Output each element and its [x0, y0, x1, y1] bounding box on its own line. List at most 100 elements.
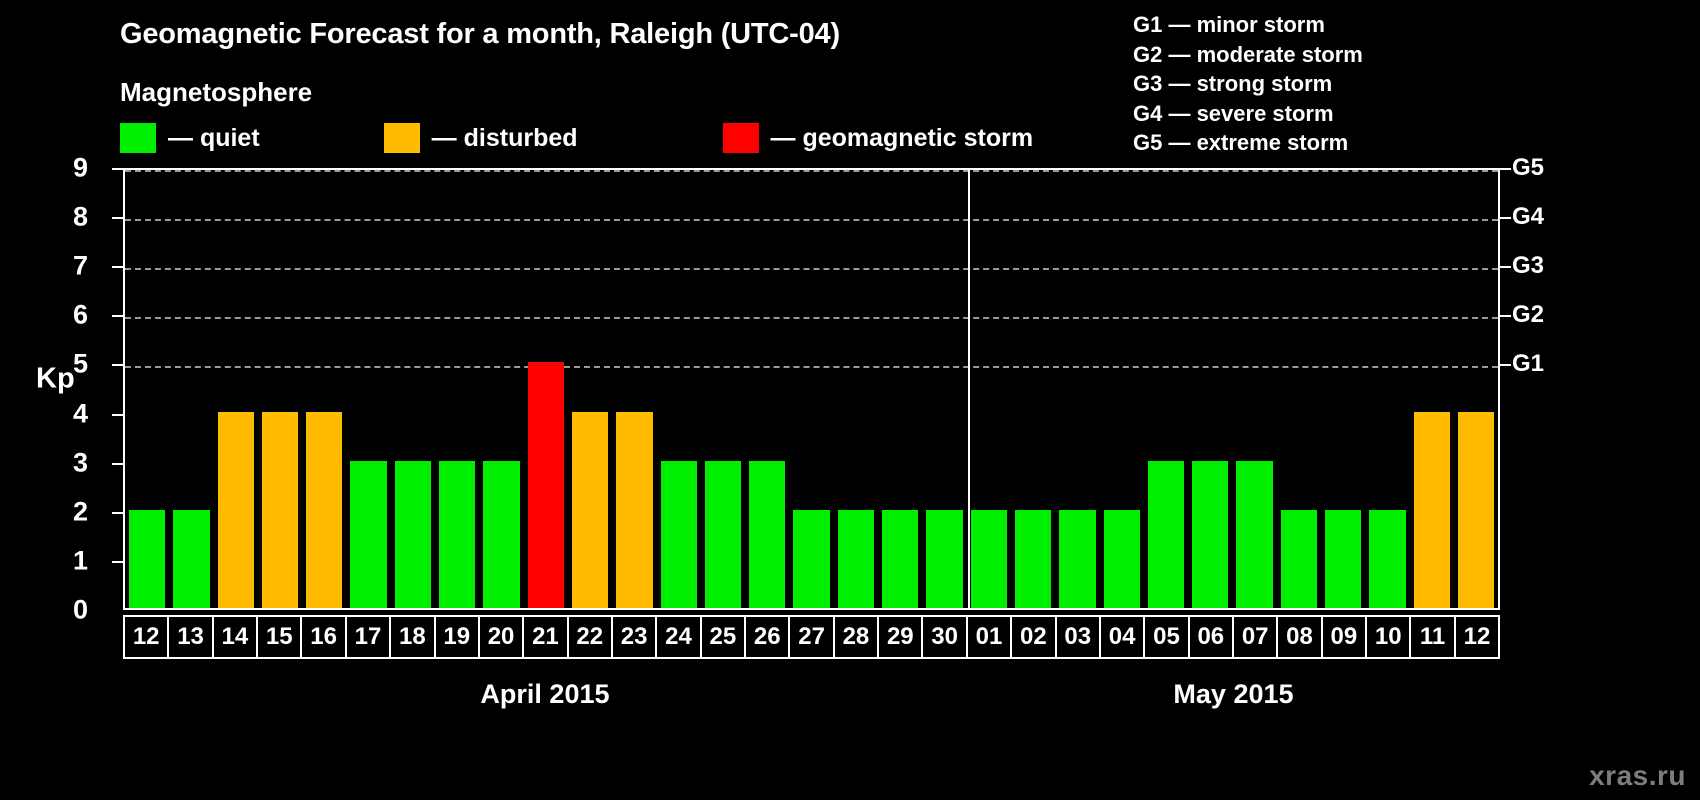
- kp-bar[interactable]: [616, 411, 653, 608]
- kp-bar[interactable]: [882, 509, 919, 608]
- bar-cell[interactable]: [1321, 170, 1365, 608]
- date-label[interactable]: 02: [1010, 615, 1057, 659]
- kp-bar[interactable]: [1457, 411, 1495, 608]
- date-label[interactable]: 06: [1187, 615, 1234, 659]
- date-label[interactable]: 12: [123, 615, 170, 659]
- bar-cell[interactable]: [657, 170, 701, 608]
- bar-cell[interactable]: [612, 170, 656, 608]
- date-label[interactable]: 28: [832, 615, 880, 659]
- date-label[interactable]: 25: [699, 615, 747, 659]
- bar-cell[interactable]: [1055, 170, 1099, 608]
- kp-bar[interactable]: [1103, 509, 1140, 608]
- kp-bar[interactable]: [1192, 460, 1229, 608]
- kp-bar[interactable]: [837, 509, 875, 608]
- gridline: [125, 219, 1498, 222]
- bar-cell[interactable]: [524, 170, 568, 608]
- bar-cell[interactable]: [701, 170, 745, 608]
- kp-bar[interactable]: [660, 460, 697, 608]
- bar-cell[interactable]: [435, 170, 479, 608]
- bar-cell[interactable]: [878, 170, 922, 608]
- g-scale-legend: G1 — minor storm G2 — moderate storm G3 — …: [1133, 10, 1363, 158]
- date-label[interactable]: 19: [433, 615, 480, 659]
- kp-bar[interactable]: [1059, 509, 1096, 608]
- date-label[interactable]: 04: [1098, 615, 1146, 659]
- date-label[interactable]: 12: [1453, 615, 1501, 659]
- date-label[interactable]: 16: [300, 615, 347, 659]
- g-tick-mark: [1500, 168, 1511, 170]
- date-label[interactable]: 05: [1143, 615, 1190, 659]
- kp-bar[interactable]: [173, 509, 210, 608]
- kp-bar[interactable]: [527, 362, 564, 608]
- bar-cell[interactable]: [789, 170, 833, 608]
- bar-cell[interactable]: [302, 170, 346, 608]
- date-label[interactable]: 21: [522, 615, 569, 659]
- date-label[interactable]: 23: [610, 615, 658, 659]
- bar-cell[interactable]: [479, 170, 523, 608]
- date-label[interactable]: 20: [477, 615, 525, 659]
- bar-cell[interactable]: [125, 170, 169, 608]
- kp-bar[interactable]: [261, 411, 299, 608]
- kp-bar[interactable]: [217, 411, 254, 608]
- y-tick-label: 7: [72, 250, 88, 281]
- kp-bar[interactable]: [970, 509, 1007, 608]
- date-label[interactable]: 09: [1320, 615, 1368, 659]
- date-label[interactable]: 08: [1276, 615, 1323, 659]
- date-label[interactable]: 17: [344, 615, 392, 659]
- bar-cell[interactable]: [1277, 170, 1321, 608]
- bar-cell[interactable]: [834, 170, 878, 608]
- g-scale-entry: G1 — minor storm: [1133, 12, 1325, 37]
- date-label[interactable]: 24: [655, 615, 702, 659]
- kp-bar[interactable]: [1236, 460, 1273, 608]
- kp-bar[interactable]: [306, 411, 343, 608]
- kp-bar[interactable]: [926, 509, 963, 608]
- bar-cell[interactable]: [1011, 170, 1055, 608]
- date-label[interactable]: 07: [1231, 615, 1279, 659]
- date-label[interactable]: 29: [877, 615, 924, 659]
- bar-cell[interactable]: [391, 170, 435, 608]
- bar-cell[interactable]: [745, 170, 789, 608]
- bar-cell[interactable]: [1232, 170, 1276, 608]
- bar-cell[interactable]: [967, 170, 1011, 608]
- bar-cell[interactable]: [1454, 170, 1498, 608]
- kp-bar[interactable]: [394, 460, 432, 608]
- kp-bar[interactable]: [571, 411, 609, 608]
- bar-cell[interactable]: [568, 170, 612, 608]
- date-label[interactable]: 10: [1365, 615, 1412, 659]
- bar-cell[interactable]: [169, 170, 213, 608]
- bar-cell[interactable]: [1144, 170, 1188, 608]
- kp-bar[interactable]: [1413, 411, 1450, 608]
- bar-cell[interactable]: [922, 170, 966, 608]
- date-label[interactable]: 18: [389, 615, 436, 659]
- y-tick-label: 3: [72, 447, 88, 478]
- kp-bar[interactable]: [1325, 509, 1362, 608]
- date-label[interactable]: 22: [566, 615, 613, 659]
- kp-bar[interactable]: [483, 460, 520, 608]
- kp-bar[interactable]: [704, 460, 742, 608]
- bar-cell[interactable]: [214, 170, 258, 608]
- y-tick-mark: [112, 462, 123, 465]
- date-label[interactable]: 01: [965, 615, 1013, 659]
- bar-cell[interactable]: [258, 170, 302, 608]
- kp-bar[interactable]: [128, 509, 166, 608]
- date-label[interactable]: 30: [921, 615, 968, 659]
- kp-bar[interactable]: [1280, 509, 1318, 608]
- bar-cell[interactable]: [1365, 170, 1409, 608]
- kp-bar[interactable]: [350, 460, 387, 608]
- date-label[interactable]: 03: [1054, 615, 1101, 659]
- kp-bar[interactable]: [439, 460, 476, 608]
- kp-bar[interactable]: [793, 509, 830, 608]
- kp-bar[interactable]: [1014, 509, 1052, 608]
- date-label[interactable]: 27: [788, 615, 835, 659]
- date-label[interactable]: 14: [211, 615, 259, 659]
- date-label[interactable]: 13: [167, 615, 214, 659]
- bar-cell[interactable]: [1188, 170, 1232, 608]
- bar-cell[interactable]: [1410, 170, 1454, 608]
- kp-bar[interactable]: [1369, 509, 1406, 608]
- date-label[interactable]: 11: [1409, 615, 1456, 659]
- kp-bar[interactable]: [749, 460, 786, 608]
- bar-cell[interactable]: [1100, 170, 1144, 608]
- date-label[interactable]: 15: [256, 615, 303, 659]
- kp-bar[interactable]: [1147, 460, 1185, 608]
- date-label[interactable]: 26: [744, 615, 791, 659]
- bar-cell[interactable]: [346, 170, 390, 608]
